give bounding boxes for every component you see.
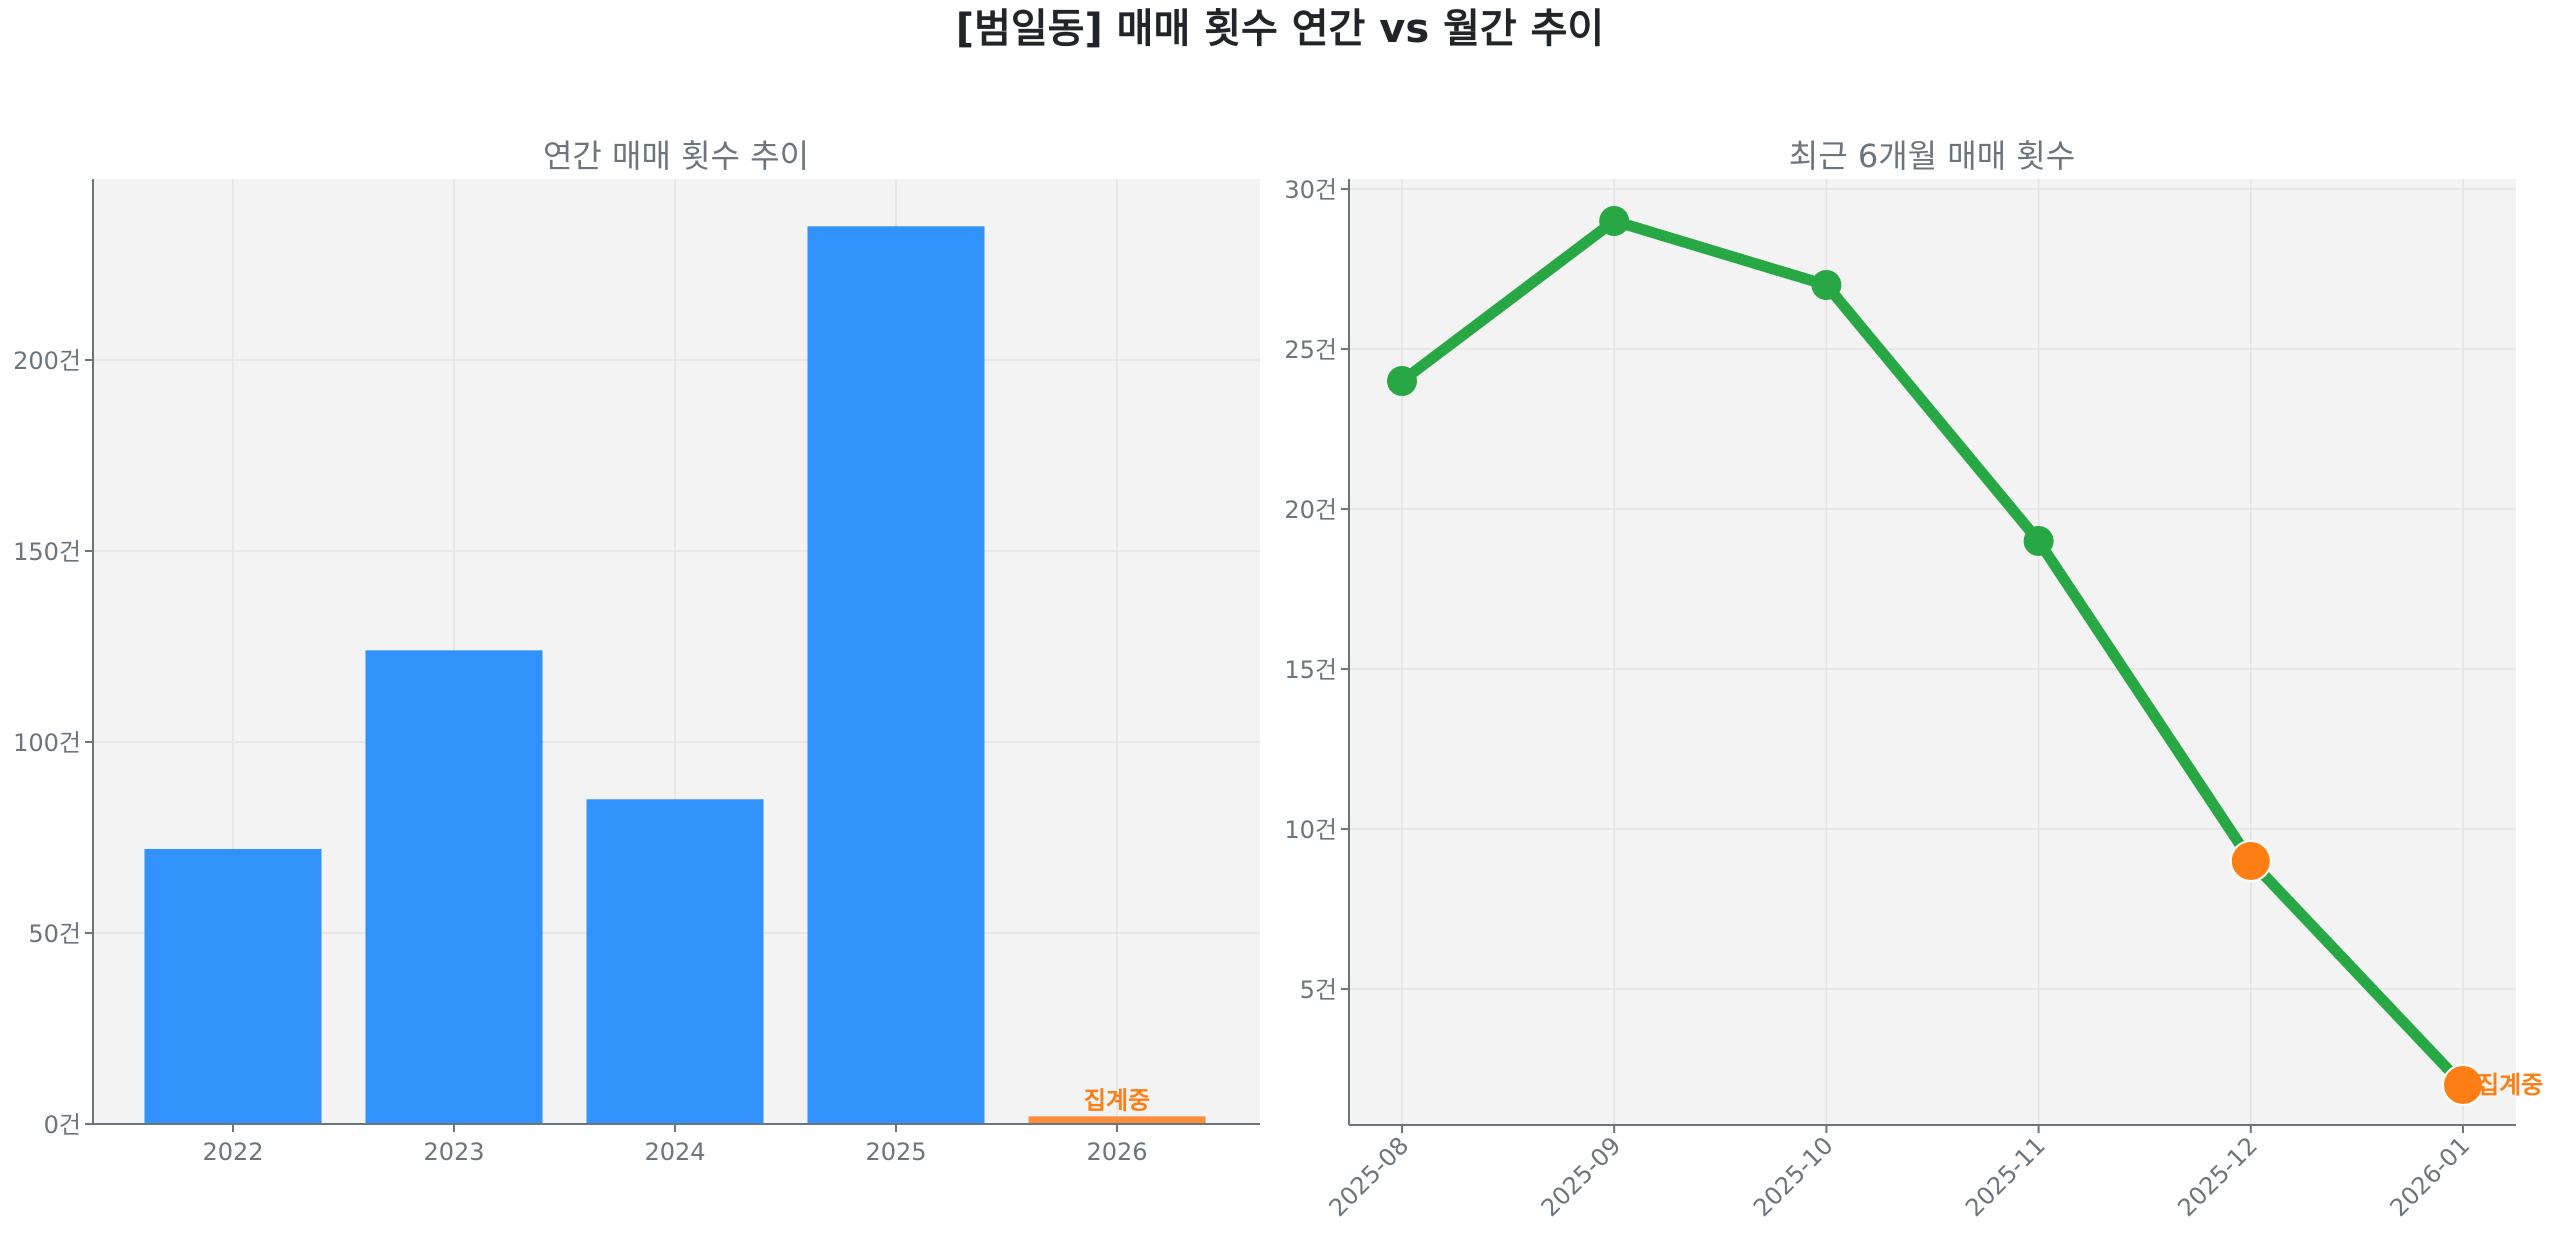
- y-tick-label: 25건: [1284, 336, 1337, 364]
- y-tick-label: 15건: [1284, 656, 1337, 684]
- y-tick-label: 30건: [1284, 176, 1337, 204]
- y-axis-ticks: 5건 10건 15건 20건 25건 30건: [1284, 176, 1349, 1004]
- bar-2023: [365, 650, 543, 1124]
- x-axis-ticks: 2025-08 2025-09 2025-10 2025-11 2025-12 2026-…: [1324, 1125, 2476, 1222]
- annual-chart-title: 연간 매매 횟수 추이: [543, 137, 809, 175]
- x-tick-label: 2025-12: [2172, 1131, 2263, 1222]
- x-tick-label: 2025-08: [1324, 1131, 1415, 1222]
- figure-title: [범일동] 매매 횟수 연간 vs 월간 추이: [956, 6, 1604, 52]
- plot-area: [1349, 179, 2516, 1125]
- x-tick-label: 2025-11: [1960, 1131, 2051, 1222]
- in-progress-label: 집계중: [2477, 1071, 2543, 1099]
- x-tick-label: 2025-10: [1748, 1131, 1839, 1222]
- bar-2025: [807, 226, 985, 1125]
- y-tick-label: 10건: [1284, 816, 1337, 844]
- gridlines: [1349, 179, 2516, 1125]
- highlight-point-marker: [2442, 1064, 2484, 1106]
- y-tick-label: 0건: [44, 1111, 81, 1139]
- x-tick-label: 2025: [865, 1138, 926, 1166]
- x-tick-label: 2023: [423, 1138, 484, 1166]
- data-point-marker: [1599, 206, 1630, 236]
- x-tick-label: 2024: [644, 1138, 705, 1166]
- data-point-marker: [1811, 270, 1842, 300]
- x-tick-label: 2025-09: [1536, 1131, 1627, 1222]
- y-tick-label: 150건: [13, 538, 81, 566]
- bar-2022: [144, 848, 322, 1124]
- y-tick-label: 20건: [1284, 496, 1337, 524]
- trade-count-line: [1398, 215, 2467, 1089]
- x-tick-label: 2026: [1086, 1138, 1147, 1166]
- x-axis-ticks: 2022 2023 2024 2025 2026: [202, 1124, 1148, 1166]
- bar-2026: [1028, 1116, 1206, 1124]
- x-tick-label: 2026-01: [2385, 1131, 2476, 1222]
- bars: 집계중: [144, 226, 1206, 1125]
- data-point-marker: [1387, 366, 1417, 396]
- y-tick-label: 5건: [1300, 976, 1337, 1004]
- line-series: 집계중: [1387, 206, 2543, 1106]
- monthly-chart-title: 최근 6개월 매매 횟수: [1789, 137, 2075, 175]
- x-tick-label: 2022: [202, 1138, 263, 1166]
- y-tick-label: 50건: [28, 920, 81, 948]
- y-axis-ticks: 0건 50건 100건 150건 200건: [13, 347, 93, 1139]
- highlight-point-marker: [2229, 840, 2272, 882]
- data-point-marker: [2023, 526, 2054, 556]
- y-tick-label: 200건: [13, 347, 81, 375]
- y-tick-label: 100건: [13, 729, 81, 757]
- bar-2024: [586, 799, 764, 1124]
- in-progress-label: 집계중: [1084, 1086, 1150, 1114]
